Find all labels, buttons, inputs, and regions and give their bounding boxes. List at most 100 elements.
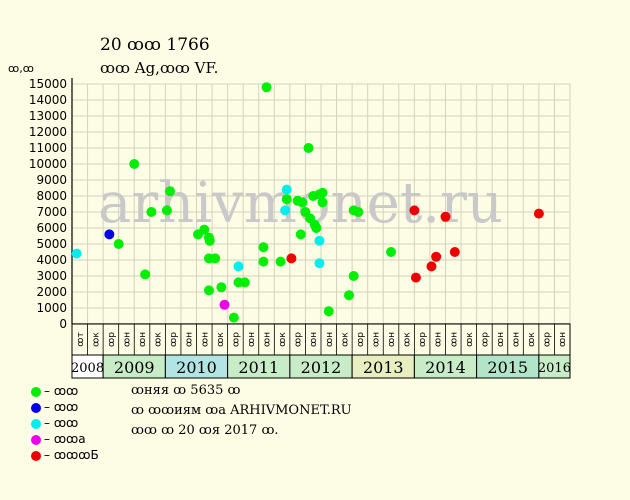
data-point bbox=[297, 197, 308, 208]
x-period-label: ꝏн bbox=[247, 332, 257, 347]
y-tick-label: 0 bbox=[59, 317, 67, 331]
data-point bbox=[317, 187, 328, 198]
x-year-label: 2008 bbox=[71, 361, 104, 376]
x-period-label: ꝏн bbox=[371, 332, 381, 347]
x-period-label: ꝏн bbox=[512, 332, 522, 347]
x-year-label: 2013 bbox=[363, 358, 404, 377]
year-cell bbox=[538, 354, 571, 379]
data-point bbox=[275, 256, 286, 267]
data-point bbox=[199, 224, 210, 235]
legend-dot-icon bbox=[31, 451, 41, 461]
x-period-label: ꝏк bbox=[154, 332, 164, 347]
legend-dot-icon bbox=[31, 403, 41, 413]
y-tick-label: 2000 bbox=[36, 285, 67, 299]
x-year-labels: 2008 2009 2010 2011 2012 2013 2014 2015 2016 bbox=[71, 354, 571, 379]
data-point bbox=[314, 235, 325, 246]
y-tick-label: 9000 bbox=[36, 173, 67, 187]
data-point bbox=[410, 272, 421, 283]
data-point bbox=[386, 247, 397, 257]
x-period-label: ꝏн bbox=[309, 332, 319, 347]
x-period-label: ꝏр bbox=[169, 332, 179, 347]
legend-label: – ꝏꝏ bbox=[44, 384, 79, 398]
data-points bbox=[71, 82, 544, 323]
data-point bbox=[210, 253, 221, 264]
x-period-label: ꝏт bbox=[76, 332, 86, 346]
data-point bbox=[317, 197, 328, 208]
x-period-label: ꝏк bbox=[278, 332, 288, 347]
data-point bbox=[295, 229, 306, 240]
y-tick-label: 5000 bbox=[36, 237, 67, 251]
data-point bbox=[440, 211, 451, 222]
data-point bbox=[228, 312, 239, 323]
data-point bbox=[146, 207, 157, 217]
x-year-label: 2016 bbox=[538, 361, 571, 376]
y-tick-label: 7000 bbox=[36, 205, 67, 219]
data-point bbox=[261, 82, 272, 93]
legend-label: – ꝏꝏ bbox=[44, 416, 79, 430]
data-point bbox=[353, 207, 364, 217]
x-period-label: ꝏн bbox=[263, 332, 273, 347]
chart-subtitle: ꝏꝏ Ag,ꝏꝏ VF. bbox=[100, 59, 218, 77]
x-period-label: ꝏн bbox=[434, 332, 444, 347]
data-point bbox=[409, 205, 420, 216]
x-period-label: ꝏн bbox=[558, 332, 568, 347]
x-period-label: ꝏн bbox=[496, 332, 506, 347]
data-point bbox=[431, 251, 442, 262]
y-axis-unit: ꝏ,ꝏ bbox=[8, 62, 34, 75]
x-period-label: ꝏр bbox=[480, 332, 490, 347]
data-point bbox=[348, 271, 359, 281]
legend-label: – ꝏꝏ bbox=[44, 400, 79, 414]
y-tick-label: 13000 bbox=[29, 109, 67, 123]
data-point bbox=[239, 277, 250, 288]
data-point bbox=[426, 261, 437, 272]
data-point bbox=[216, 282, 227, 293]
x-year-label: 2015 bbox=[487, 358, 528, 377]
data-point bbox=[311, 223, 322, 233]
data-point bbox=[204, 235, 215, 246]
data-point bbox=[219, 299, 230, 310]
data-point bbox=[161, 205, 172, 216]
y-tick-label: 11000 bbox=[29, 141, 67, 155]
x-period-label: ꝏр bbox=[294, 332, 304, 347]
data-point bbox=[314, 258, 325, 269]
legend-dot-icon bbox=[31, 435, 41, 445]
y-tick-label: 3000 bbox=[36, 269, 67, 283]
x-period-label: ꝏн bbox=[200, 332, 210, 347]
x-year-label: 2014 bbox=[425, 358, 466, 377]
legend-dot-icon bbox=[31, 419, 41, 429]
data-point bbox=[203, 285, 214, 296]
x-period-label: ꝏк bbox=[340, 332, 350, 347]
y-tick-label: 6000 bbox=[36, 221, 67, 235]
y-tick-label: 15000 bbox=[29, 77, 67, 91]
y-tick-label: 1000 bbox=[36, 301, 67, 315]
legend-dot-icon bbox=[31, 387, 41, 397]
data-point bbox=[286, 253, 297, 264]
y-tick-label: 12000 bbox=[29, 125, 67, 139]
data-point bbox=[281, 184, 292, 195]
data-point bbox=[258, 242, 269, 253]
data-point bbox=[129, 159, 140, 169]
data-point bbox=[323, 306, 334, 317]
chart-title: 20 ꝏꝏ 1766 bbox=[100, 35, 210, 55]
x-year-label: 2011 bbox=[238, 358, 279, 377]
data-point bbox=[113, 239, 124, 249]
x-period-label: ꝏн bbox=[325, 332, 335, 347]
data-point bbox=[165, 186, 176, 197]
x-period-label: ꝏн bbox=[122, 332, 132, 347]
x-period-label: ꝏр bbox=[107, 332, 117, 347]
data-point bbox=[140, 269, 151, 280]
x-period-label: ꝏк bbox=[216, 332, 226, 347]
date-note: ꝏꝏ ꝏ 20 ꝏя 2017 ꝏ. bbox=[131, 423, 279, 438]
x-period-label: ꝏр bbox=[543, 332, 553, 347]
data-point bbox=[104, 229, 115, 240]
x-year-label: 2009 bbox=[114, 358, 155, 377]
data-point bbox=[258, 256, 269, 267]
source-note: ꝏ ꝏꝏиям ꝏa ARHIVMONET.RU bbox=[131, 403, 352, 418]
y-tick-labels: 0 1000 2000 3000 4000 5000 6000 7000 8000 9000 100… bbox=[29, 77, 67, 331]
x-period-label: ꝏр bbox=[356, 332, 366, 347]
x-period-label: ꝏн bbox=[387, 332, 397, 347]
x-period-label: ꝏк bbox=[465, 332, 475, 347]
average-price-note: ꝏняя ꝏ 5635 ꝏ bbox=[131, 383, 241, 398]
data-point bbox=[449, 247, 460, 257]
x-period-label: ꝏк bbox=[91, 332, 101, 347]
